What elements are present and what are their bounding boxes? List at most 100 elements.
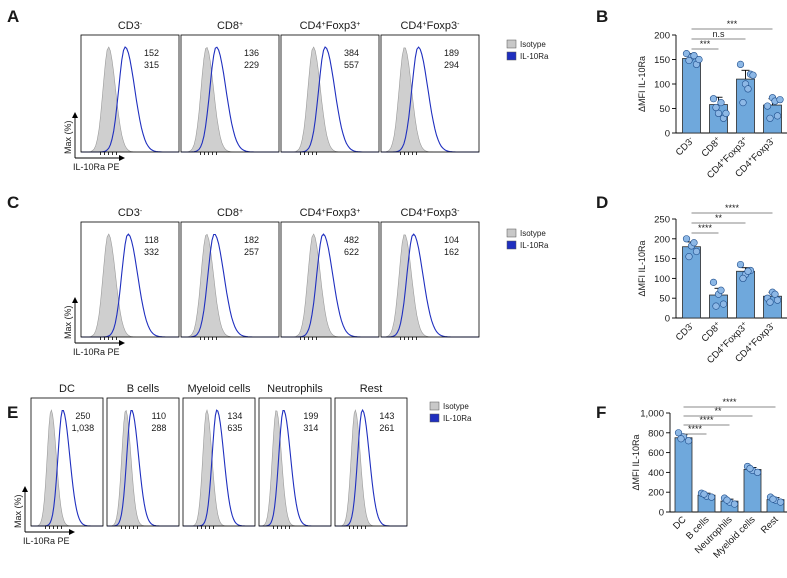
- il10ra-mfi-value: 332: [144, 247, 159, 257]
- y-tick-label: 1,000: [640, 409, 664, 420]
- histogram-title: CD8+: [217, 207, 243, 219]
- data-point: [700, 490, 708, 498]
- x-axis-arrowhead: [69, 529, 75, 535]
- x-axis-arrowhead: [119, 155, 125, 161]
- histogram-frame: [380, 34, 480, 153]
- histogram-title: CD4+Foxp3+: [300, 20, 361, 32]
- y-tick-label: 0: [665, 314, 670, 325]
- histogram-title: B cells: [127, 383, 160, 395]
- data-point: [692, 247, 701, 256]
- x-category-label-sup: +: [713, 320, 721, 328]
- isotype-mfi-value: 482: [344, 235, 359, 245]
- data-point: [717, 286, 725, 294]
- histogram-title-text: CD4: [400, 207, 422, 219]
- histogram-title-text: DC: [59, 383, 75, 395]
- histogram-title-text: Foxp3: [326, 20, 357, 32]
- data-point: [749, 71, 757, 79]
- legend-swatch: [429, 413, 440, 423]
- il10ra-mfi-value: 315: [144, 60, 159, 70]
- x-axis-arrowhead: [119, 340, 125, 346]
- x-axis-label: IL-10Ra PE: [23, 536, 70, 546]
- data-point: [744, 267, 752, 275]
- il10ra-mfi-value: 622: [344, 247, 359, 257]
- histogram-frame: [180, 221, 280, 338]
- data-point: [753, 468, 762, 477]
- y-axis-label: ΔMFI IL-10Ra: [631, 434, 641, 490]
- x-category-label-sup: -: [687, 320, 694, 327]
- isotype-histogram: [181, 47, 279, 153]
- isotype-histogram: [259, 410, 331, 527]
- histogram-frame: [30, 397, 104, 527]
- x-axis-label: IL-10Ra PE: [73, 347, 120, 357]
- x-category-label-text: DC: [671, 514, 689, 532]
- data-point: [717, 99, 725, 107]
- y-axis-arrowhead: [72, 112, 78, 118]
- data-point: [771, 290, 779, 298]
- il10ra-mfi-value: 162: [444, 247, 459, 257]
- x-category-label-sup: -: [768, 320, 775, 327]
- isotype-histogram: [281, 233, 379, 338]
- y-tick-label: 200: [648, 488, 664, 499]
- data-point: [746, 464, 754, 473]
- data-point: [712, 103, 720, 112]
- x-category-label: Rest: [759, 514, 781, 536]
- isotype-mfi-value: 134: [227, 411, 242, 421]
- il10ra-histogram: [183, 409, 255, 527]
- il10ra-mfi-value: 1,038: [72, 423, 95, 433]
- data-point: [766, 114, 774, 122]
- y-tick-label: 400: [648, 468, 664, 479]
- histogram-title-sup: +: [356, 208, 360, 215]
- panel-label: B: [596, 7, 608, 26]
- histogram-title-text: Myeloid cells: [188, 383, 251, 395]
- significance-label: ***: [727, 19, 738, 29]
- il10ra-histogram: [281, 46, 379, 153]
- histogram-title: CD4+Foxp3+: [300, 207, 361, 219]
- histogram-frame: [182, 397, 256, 527]
- il10ra-histogram: [335, 408, 407, 527]
- x-category-label-sup: +: [713, 135, 721, 143]
- legend-label: Isotype: [520, 229, 546, 238]
- data-point: [722, 109, 730, 117]
- x-category-label: CD3-: [673, 135, 697, 159]
- x-category-label-sup: +: [718, 342, 726, 350]
- significance-label: ****: [699, 415, 714, 425]
- y-tick-label: 200: [654, 31, 670, 42]
- il10ra-mfi-value: 635: [227, 423, 242, 433]
- data-point: [690, 239, 698, 247]
- il10ra-mfi-value: 294: [444, 60, 459, 70]
- y-tick-label: 600: [648, 448, 664, 459]
- histogram-title-text: CD8: [217, 20, 239, 32]
- data-point: [763, 102, 772, 110]
- legend-label: IL-10Ra: [520, 241, 549, 250]
- x-category-label-sup: +: [718, 157, 726, 165]
- data-point: [685, 253, 693, 261]
- y-tick-label: 50: [659, 104, 670, 115]
- histogram-frame: [380, 221, 480, 338]
- isotype-mfi-value: 104: [444, 235, 459, 245]
- x-category-label-sup: +: [740, 320, 748, 328]
- histogram-title-text: CD3: [118, 207, 140, 219]
- il10ra-mfi-value: 314: [303, 423, 318, 433]
- histogram-title: Neutrophils: [267, 383, 323, 395]
- y-tick-label: 800: [648, 428, 664, 439]
- y-tick-label: 0: [665, 129, 670, 140]
- panel-label: E: [7, 403, 18, 422]
- data-point: [776, 96, 784, 104]
- isotype-mfi-value: 384: [344, 48, 359, 58]
- legend-label: Isotype: [443, 402, 469, 411]
- legend-label: IL-10Ra: [520, 52, 549, 61]
- data-point: [707, 493, 716, 501]
- x-category-label-text: Rest: [759, 514, 781, 536]
- histogram-title-text: CD4: [300, 207, 322, 219]
- isotype-histogram: [81, 233, 179, 338]
- histogram-title-sup: +: [239, 21, 243, 28]
- histogram-title-text: Neutrophils: [267, 383, 323, 395]
- data-point: [709, 95, 718, 103]
- data-point: [739, 274, 747, 283]
- data-point: [773, 296, 782, 304]
- x-category-label: DC: [671, 514, 689, 532]
- y-axis-label: Max (%): [13, 494, 23, 528]
- legend-swatch: [506, 240, 517, 250]
- histogram-title-text: CD8: [217, 207, 239, 219]
